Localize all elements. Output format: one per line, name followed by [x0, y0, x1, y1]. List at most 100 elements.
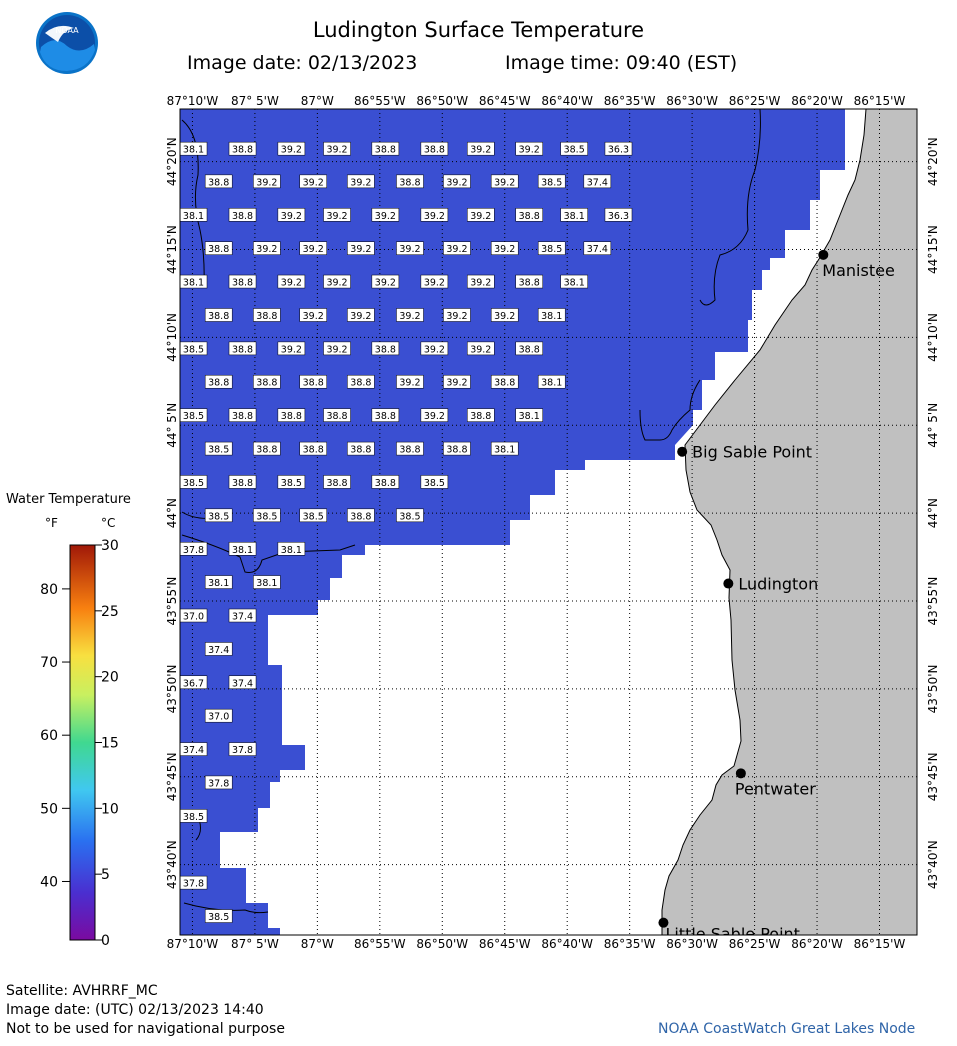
top-lon-tick: 86°45'W — [479, 94, 531, 108]
bottom-lon-tick: 87°W — [301, 937, 334, 951]
top-lon-tick: 86°20'W — [791, 94, 843, 108]
map-frame — [179, 108, 918, 936]
svg-text:39.2: 39.2 — [350, 311, 371, 322]
temperature-label: 39.2 — [371, 274, 400, 289]
temperature-label: 38.1 — [180, 208, 208, 222]
svg-text:37.4: 37.4 — [232, 678, 253, 689]
svg-text:39.2: 39.2 — [399, 244, 420, 255]
bottom-lon-tick: 87°10'W — [167, 937, 219, 951]
place-marker: Big Sable Point — [677, 443, 812, 462]
svg-text:38.8: 38.8 — [399, 177, 420, 188]
svg-text:38.1: 38.1 — [256, 578, 277, 589]
svg-text:39.2: 39.2 — [399, 311, 420, 322]
svg-text:38.8: 38.8 — [232, 344, 253, 355]
top-lon-tick: 86°50'W — [416, 94, 468, 108]
temperature-label: 39.2 — [396, 241, 424, 255]
celsius-tick: 20 — [101, 670, 119, 686]
map-title: Ludington Surface Temperature — [312, 18, 645, 42]
svg-text:37.4: 37.4 — [587, 177, 608, 188]
temperature-colorbar: 40 50 60 70 80 0 5 10 15 20 25 30 — [40, 538, 119, 949]
temperature-label: 39.2 — [420, 274, 449, 289]
svg-text:37.8: 37.8 — [232, 745, 253, 756]
svg-text:39.2: 39.2 — [424, 344, 445, 355]
svg-text:38.8: 38.8 — [375, 411, 396, 422]
temperature-label: 39.2 — [323, 208, 351, 222]
temperature-label: 38.8 — [204, 374, 233, 389]
temperature-label: 39.2 — [443, 241, 471, 255]
utc-image-date: Image date: (UTC) 02/13/2023 14:40 — [6, 1002, 264, 1018]
temperature-label: 38.8 — [228, 341, 257, 355]
temperature-label: 39.2 — [490, 174, 519, 188]
svg-text:38.8: 38.8 — [208, 378, 229, 389]
svg-text:39.2: 39.2 — [399, 378, 420, 389]
temperature-label: 38.1 — [180, 274, 208, 289]
temperature-label: 38.1 — [490, 441, 519, 456]
temperature-label: 39.2 — [443, 174, 471, 188]
top-lon-tick: 86°35'W — [604, 94, 656, 108]
svg-text:38.5: 38.5 — [424, 478, 445, 489]
temperature-label: 38.1 — [277, 542, 306, 556]
svg-text:39.2: 39.2 — [281, 278, 302, 289]
svg-text:38.5: 38.5 — [208, 912, 229, 923]
svg-text:38.1: 38.1 — [519, 411, 540, 422]
temperature-label: 39.2 — [420, 408, 449, 422]
temperature-label: 39.2 — [490, 241, 519, 255]
right-lat-tick: 44°10'N — [926, 313, 940, 362]
temperature-label: 38.8 — [204, 308, 233, 322]
left-lat-tick: 44°20'N — [165, 137, 179, 186]
temperature-label: 38.8 — [347, 508, 375, 522]
svg-text:39.2: 39.2 — [326, 278, 347, 289]
temperature-label: 38.8 — [515, 274, 543, 289]
svg-text:37.4: 37.4 — [587, 244, 608, 255]
fahrenheit-tick: 70 — [40, 655, 58, 671]
place-label: Ludington — [738, 575, 818, 594]
temperature-label: 39.2 — [420, 341, 449, 355]
svg-text:38.8: 38.8 — [375, 145, 396, 156]
svg-text:39.2: 39.2 — [494, 311, 515, 322]
svg-text:37.8: 37.8 — [183, 545, 204, 556]
svg-text:38.1: 38.1 — [541, 378, 562, 389]
temperature-label: 37.4 — [204, 642, 233, 656]
svg-text:38.5: 38.5 — [183, 344, 204, 355]
svg-text:38.8: 38.8 — [208, 244, 229, 255]
svg-text:39.2: 39.2 — [424, 211, 445, 222]
svg-text:39.2: 39.2 — [350, 177, 371, 188]
temperature-label: 38.1 — [204, 575, 233, 589]
temperature-label: 38.8 — [443, 441, 471, 456]
svg-text:38.5: 38.5 — [399, 511, 420, 522]
svg-text:39.2: 39.2 — [303, 311, 324, 322]
top-longitude-ticks: 87°10'W 87° 5'W 87°W 86°55'W 86°50'W 86°45'W 8… — [167, 94, 906, 108]
legend-unit-celsius: °C — [101, 516, 116, 530]
svg-text:38.5: 38.5 — [303, 511, 324, 522]
svg-text:39.2: 39.2 — [375, 278, 396, 289]
temperature-label: 38.8 — [371, 408, 400, 422]
temperature-label: 38.1 — [537, 374, 566, 389]
right-lat-tick: 43°55'N — [926, 577, 940, 626]
svg-text:37.8: 37.8 — [183, 879, 204, 890]
temperature-label: 39.2 — [323, 341, 351, 355]
place-label: Big Sable Point — [692, 443, 812, 462]
temperature-label: 38.5 — [180, 475, 208, 489]
temperature-label: 38.5 — [204, 909, 233, 923]
svg-text:38.1: 38.1 — [541, 311, 562, 322]
svg-text:38.1: 38.1 — [564, 211, 585, 222]
bottom-longitude-ticks: 87°10'W 87° 5'W 87°W 86°55'W 86°50'W 86°45'W 8… — [167, 937, 906, 951]
bottom-lon-tick: 86°45'W — [479, 937, 531, 951]
svg-text:38.8: 38.8 — [470, 411, 491, 422]
temperature-label: 38.8 — [204, 241, 233, 255]
top-lon-tick: 87° 5'W — [231, 94, 279, 108]
svg-text:38.5: 38.5 — [208, 511, 229, 522]
left-lat-tick: 43°45'N — [165, 752, 179, 801]
place-label: Little Sable Point — [665, 925, 800, 944]
svg-text:36.3: 36.3 — [608, 145, 629, 156]
right-lat-tick: 43°40'N — [926, 840, 940, 889]
top-lon-tick: 87°10'W — [167, 94, 219, 108]
temperature-label: 37.4 — [228, 608, 257, 623]
temperature-label: 37.8 — [180, 542, 208, 556]
svg-text:38.8: 38.8 — [326, 478, 347, 489]
temperature-label: 38.8 — [371, 141, 400, 156]
bottom-lon-tick: 86°15'W — [854, 937, 906, 951]
bottom-lon-tick: 87° 5'W — [231, 937, 279, 951]
svg-text:38.8: 38.8 — [424, 145, 445, 156]
temperature-label: 39.2 — [396, 308, 424, 322]
